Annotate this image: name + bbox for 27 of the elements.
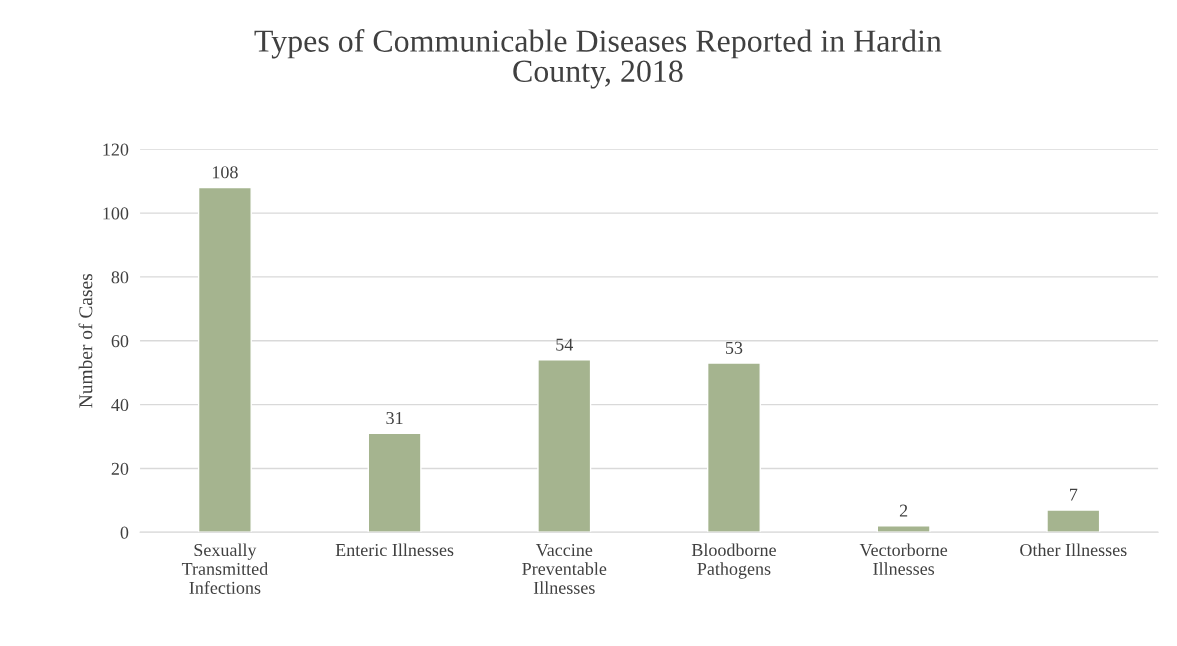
y-tick-label: 60 <box>111 335 129 348</box>
x-tick-label: Other Illnesses <box>1020 543 1127 557</box>
x-tick-label: Enteric Illnesses <box>335 543 454 557</box>
data-label: 53 <box>725 341 743 354</box>
x-tick-label: Sexually Transmitted Infections <box>181 543 268 594</box>
bar <box>537 359 592 533</box>
bar <box>876 525 931 533</box>
chart-title: Types of Communicable Diseases Reported in Hardin County, 2018 <box>254 29 942 89</box>
y-tick-label: 100 <box>103 207 129 220</box>
y-axis-title: Number of Cases <box>78 273 93 408</box>
bar <box>197 186 252 533</box>
bar <box>1046 509 1101 533</box>
y-tick-label: 120 <box>103 143 129 156</box>
data-label: 2 <box>899 504 908 517</box>
x-tick-label: Bloodborne Pathogens <box>691 543 776 579</box>
y-tick-label: 40 <box>111 398 129 412</box>
y-tick-label: 80 <box>111 271 129 284</box>
bar <box>706 362 761 533</box>
data-label: 7 <box>1070 488 1078 501</box>
data-label: 54 <box>556 338 574 351</box>
data-label: 108 <box>212 166 238 179</box>
y-tick-label: 0 <box>120 526 129 539</box>
x-tick-label: Vaccine Preventable Illnesses <box>522 543 607 594</box>
x-tick-label: Vectorborne Illnesses <box>859 543 948 575</box>
y-tick-label: 20 <box>111 462 129 475</box>
data-label: 31 <box>386 411 403 425</box>
bar <box>367 432 422 533</box>
